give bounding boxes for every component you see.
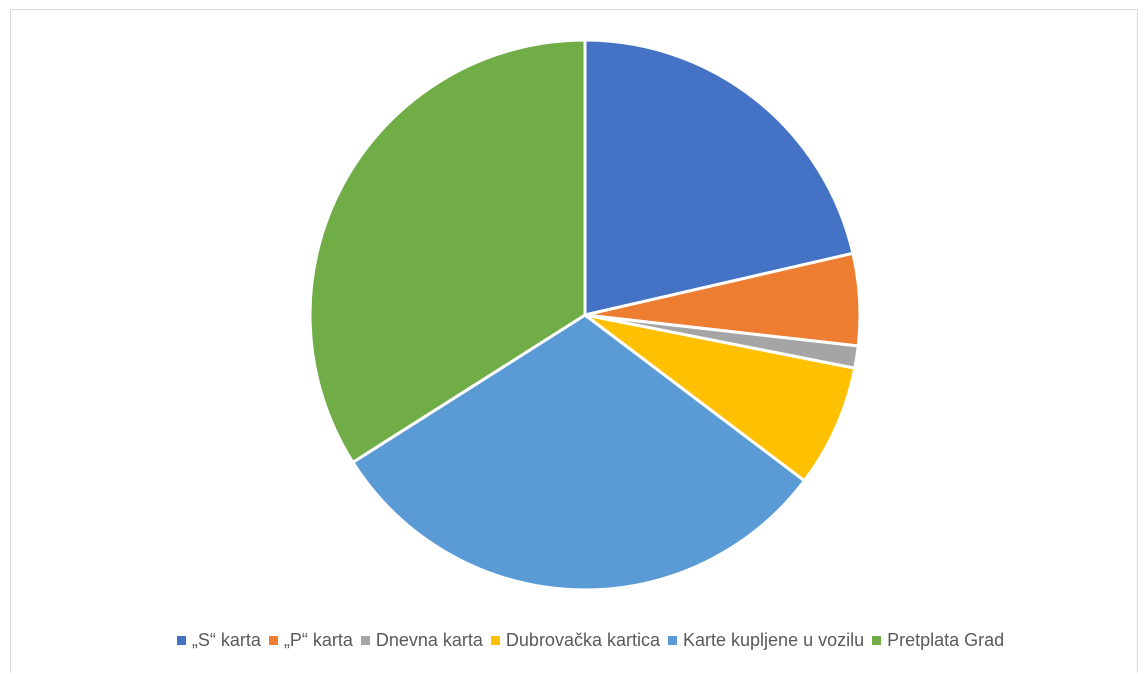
legend-item-dubrovacka-kartica: Dubrovačka kartica <box>490 630 660 651</box>
chart-legend: „S“ karta „P“ karta Dnevna karta Dubrova… <box>0 630 1147 651</box>
pie-slice-4 <box>351 313 806 592</box>
pie-slices <box>308 38 862 592</box>
legend-label-pretplata-grad: Pretplata Grad <box>887 630 1005 650</box>
legend-label-dubrovacka-kartica: Dubrovačka kartica <box>505 630 660 650</box>
pie-slice-3 <box>583 313 857 483</box>
legend-label-karte-kupljene-u-vozilu: Karte kupljene u vozilu <box>683 630 865 650</box>
legend-swatch-karte-kupljene-u-vozilu <box>668 636 677 645</box>
legend-label-dnevna-karta: Dnevna karta <box>375 630 483 650</box>
legend-swatch-pretplata-grad <box>872 636 882 645</box>
legend-swatch-dnevna-karta <box>360 636 370 645</box>
legend-item-s-karta: „S“ karta <box>176 630 261 651</box>
pie-slice-0 <box>583 38 855 317</box>
pie-slice-5 <box>308 38 587 464</box>
legend-item-pretplata-grad: Pretplata Grad <box>872 630 1004 651</box>
legend-item-karte-kupljene-u-vozilu: Karte kupljene u vozilu <box>668 630 864 651</box>
legend-label-p-karta: „P“ karta <box>283 630 353 650</box>
legend-item-dnevna-karta: Dnevna karta <box>360 630 483 651</box>
legend-swatch-dubrovacka-kartica <box>490 636 500 645</box>
legend-swatch-s-karta <box>176 636 186 645</box>
legend-label-s-karta: „S“ karta <box>191 630 261 650</box>
legend-item-p-karta: „P“ karta <box>268 630 353 651</box>
legend-swatch-p-karta <box>268 636 278 645</box>
